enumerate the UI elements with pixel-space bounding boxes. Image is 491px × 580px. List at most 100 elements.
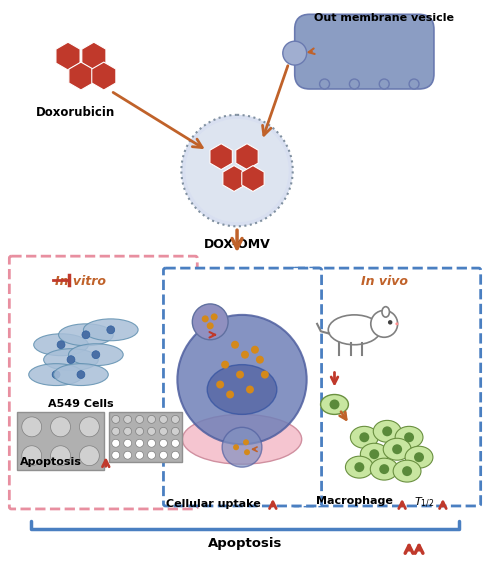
- Text: Doxorubicin: Doxorubicin: [36, 106, 115, 119]
- Circle shape: [171, 427, 179, 436]
- Circle shape: [395, 322, 398, 325]
- Circle shape: [171, 451, 179, 459]
- Text: Out membrane vesicle: Out membrane vesicle: [314, 13, 454, 23]
- Circle shape: [283, 41, 307, 65]
- Ellipse shape: [393, 460, 421, 482]
- Circle shape: [404, 432, 414, 443]
- Ellipse shape: [382, 307, 389, 317]
- Ellipse shape: [328, 315, 381, 345]
- Circle shape: [392, 444, 402, 454]
- Circle shape: [112, 439, 120, 447]
- Circle shape: [256, 356, 264, 364]
- Circle shape: [379, 79, 389, 89]
- Circle shape: [124, 427, 132, 436]
- Circle shape: [221, 361, 229, 369]
- Circle shape: [57, 341, 65, 349]
- Circle shape: [243, 439, 249, 445]
- Circle shape: [233, 444, 239, 450]
- Text: $T_{1/2}$: $T_{1/2}$: [414, 496, 435, 510]
- FancyBboxPatch shape: [295, 14, 434, 89]
- Ellipse shape: [83, 319, 138, 341]
- FancyBboxPatch shape: [293, 268, 481, 506]
- Circle shape: [222, 427, 262, 467]
- Circle shape: [216, 380, 224, 389]
- Circle shape: [171, 439, 179, 447]
- Ellipse shape: [321, 394, 349, 414]
- Circle shape: [379, 464, 389, 474]
- Circle shape: [246, 386, 254, 393]
- Circle shape: [171, 415, 179, 423]
- Circle shape: [136, 427, 143, 436]
- FancyBboxPatch shape: [9, 256, 197, 509]
- Text: DOX-OMV: DOX-OMV: [204, 238, 271, 251]
- Circle shape: [181, 115, 293, 226]
- Circle shape: [92, 351, 100, 358]
- Circle shape: [236, 371, 244, 379]
- Ellipse shape: [383, 438, 411, 460]
- Circle shape: [231, 341, 239, 349]
- Circle shape: [388, 320, 392, 325]
- Circle shape: [402, 466, 412, 476]
- Ellipse shape: [351, 426, 378, 448]
- Ellipse shape: [69, 344, 123, 365]
- Polygon shape: [210, 144, 232, 169]
- Text: Macrophage: Macrophage: [316, 496, 393, 506]
- Circle shape: [124, 439, 132, 447]
- Text: Cellular uptake: Cellular uptake: [166, 499, 261, 509]
- Circle shape: [136, 415, 143, 423]
- Ellipse shape: [29, 364, 83, 386]
- Circle shape: [124, 415, 132, 423]
- Circle shape: [77, 371, 85, 379]
- Ellipse shape: [346, 456, 373, 478]
- Circle shape: [251, 346, 259, 354]
- Circle shape: [136, 439, 143, 447]
- Polygon shape: [56, 42, 80, 70]
- Ellipse shape: [44, 349, 98, 371]
- Polygon shape: [242, 166, 264, 191]
- Circle shape: [80, 417, 99, 437]
- Circle shape: [350, 79, 359, 89]
- Circle shape: [136, 451, 143, 459]
- Ellipse shape: [395, 426, 423, 448]
- Bar: [17, 412, 104, 470]
- Circle shape: [22, 417, 42, 437]
- Circle shape: [51, 446, 71, 466]
- Circle shape: [51, 417, 71, 437]
- Ellipse shape: [54, 364, 109, 386]
- Circle shape: [244, 450, 250, 455]
- Circle shape: [382, 426, 392, 436]
- Circle shape: [67, 356, 75, 364]
- Circle shape: [112, 427, 120, 436]
- Circle shape: [202, 316, 209, 322]
- Circle shape: [22, 446, 42, 466]
- Circle shape: [112, 451, 120, 459]
- Circle shape: [160, 415, 167, 423]
- Text: Apoptosis: Apoptosis: [20, 457, 82, 467]
- Ellipse shape: [360, 443, 388, 465]
- Circle shape: [355, 462, 364, 472]
- Polygon shape: [82, 42, 106, 70]
- Circle shape: [160, 427, 167, 436]
- Circle shape: [148, 451, 156, 459]
- Circle shape: [207, 322, 214, 329]
- Circle shape: [52, 371, 60, 379]
- Circle shape: [148, 439, 156, 447]
- Circle shape: [160, 439, 167, 447]
- Circle shape: [261, 371, 269, 379]
- Ellipse shape: [182, 414, 301, 464]
- Circle shape: [241, 351, 249, 358]
- Circle shape: [107, 326, 115, 334]
- Circle shape: [177, 315, 307, 444]
- Polygon shape: [92, 62, 116, 90]
- Circle shape: [409, 79, 419, 89]
- Ellipse shape: [373, 420, 401, 443]
- Text: Apoptosis: Apoptosis: [208, 537, 282, 550]
- Text: A549 Cells: A549 Cells: [48, 400, 114, 409]
- Circle shape: [112, 415, 120, 423]
- Circle shape: [329, 400, 339, 409]
- Circle shape: [369, 450, 379, 459]
- FancyBboxPatch shape: [164, 268, 322, 506]
- Ellipse shape: [207, 365, 277, 414]
- Circle shape: [359, 432, 369, 443]
- Circle shape: [414, 452, 424, 462]
